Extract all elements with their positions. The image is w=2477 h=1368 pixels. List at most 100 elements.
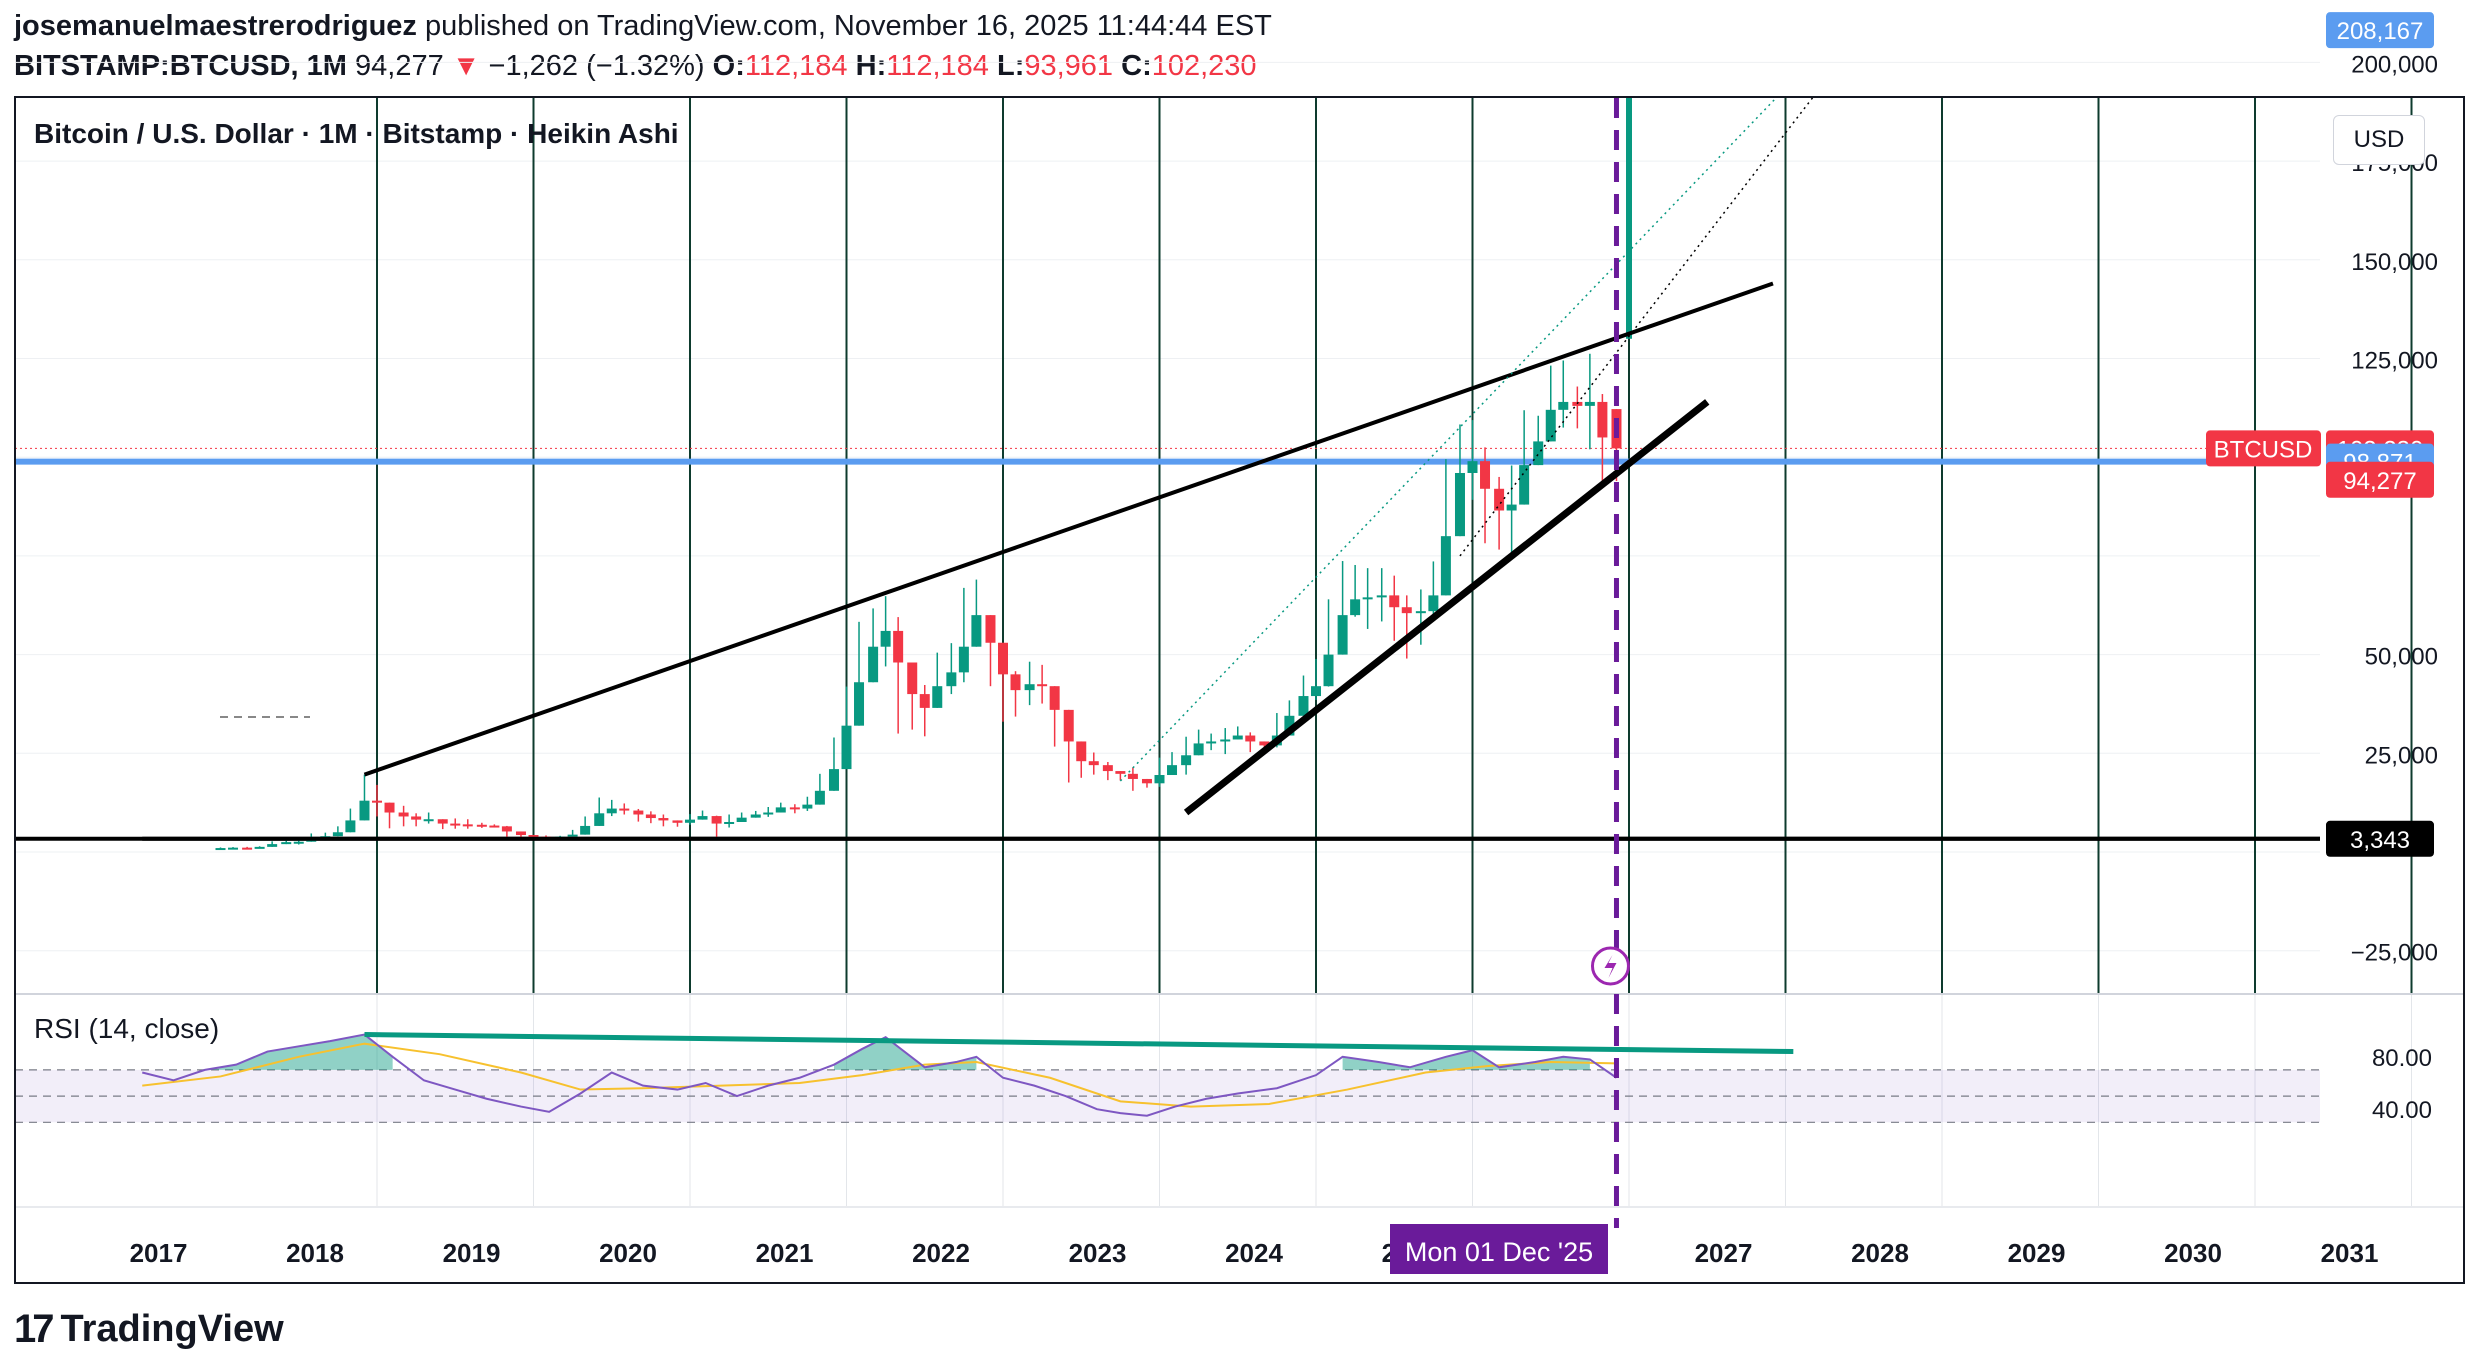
last-price: 94,277 (355, 50, 444, 82)
candle-body-50 (868, 646, 879, 683)
candle-body-61 (1010, 674, 1021, 691)
candle-body-30 (606, 808, 617, 814)
candle-body-70 (1127, 773, 1138, 779)
candle-body-35 (672, 820, 683, 823)
x-tick-label: 2030 (2164, 1238, 2222, 1268)
candle-body-62 (1024, 684, 1035, 691)
change-value: −1,262 (−1.32%) (488, 50, 705, 82)
candle-body-77 (1220, 739, 1231, 742)
candle-body-3 (254, 846, 265, 849)
candle-body-29 (594, 813, 605, 826)
candle-body-73 (1167, 765, 1178, 776)
candle-body-40 (736, 817, 747, 822)
candle-body-39 (724, 821, 735, 824)
candle-body-45 (802, 804, 813, 809)
rsi-overbought-fill (1342, 1050, 1590, 1070)
candle-body-14 (398, 812, 409, 817)
price-tag-black (2326, 820, 2434, 857)
published-text: published on TradingView.com, November 1… (424, 10, 1272, 42)
candle-body-99 (1506, 504, 1517, 511)
candle-body-55 (932, 686, 943, 708)
candle-body-68 (1102, 765, 1113, 772)
y-tick-label: 200,000 (2351, 51, 2438, 78)
candle-body-28 (580, 825, 591, 835)
candle-body-10 (345, 820, 356, 833)
candle-body-98 (1494, 488, 1505, 511)
down-arrow-icon: ▼ (451, 50, 481, 82)
rsi-tick-label: 80.00 (2372, 1045, 2432, 1072)
candle-body-47 (828, 769, 839, 791)
candle-body-49 (854, 682, 865, 726)
candle-body-105 (1584, 401, 1595, 406)
candle-body-80 (1259, 741, 1270, 746)
candle-body-4 (267, 844, 278, 847)
high-value: 112,184 (886, 50, 989, 82)
price-tag-label: 94,277 (2343, 468, 2416, 495)
low-value: 93,961 (1024, 50, 1114, 82)
rsi-overbought-fill (204, 1034, 393, 1070)
candle-body-69 (1115, 771, 1126, 774)
candle-body-59 (985, 615, 996, 643)
x-tick-label: 2022 (912, 1238, 970, 1268)
symbol: BITSTAMP:BTCUSD, 1M (14, 50, 347, 82)
candle-body-82 (1284, 715, 1295, 736)
y-tick-label: 150,000 (2351, 249, 2438, 276)
rsi-legend[interactable]: RSI (14, close) (34, 1013, 220, 1044)
candle-body-6 (293, 841, 304, 844)
projection-candle (1626, 98, 1632, 339)
x-tick-label: 2020 (599, 1238, 657, 1268)
chart-legend[interactable]: Bitcoin / U.S. Dollar · 1M · Bitstamp · … (34, 118, 679, 149)
price-tag-label: 3,343 (2350, 827, 2410, 854)
trendline-lower-wedge (1183, 399, 1710, 816)
candle-body-65 (1063, 709, 1074, 742)
candle-body-52 (893, 630, 904, 663)
candle-body-88 (1362, 597, 1373, 600)
x-tick-label: 2027 (1695, 1238, 1753, 1268)
tradingview-logo-icon: 17 (14, 1307, 54, 1351)
candle-body-20 (476, 824, 487, 827)
candle-body-101 (1533, 441, 1544, 466)
candle-body-41 (750, 814, 761, 818)
price-tag-hline (2326, 12, 2434, 49)
candle-body-13 (384, 802, 395, 813)
candle-body-37 (697, 816, 708, 820)
x-tick-label: 2018 (286, 1238, 344, 1268)
candle-body-94 (1440, 536, 1451, 596)
x-tick-label: 2019 (443, 1238, 501, 1268)
candle-body-38 (711, 816, 722, 824)
rsi-plot (15, 1032, 2320, 1123)
rsi-tick-label: 40.00 (2372, 1097, 2432, 1124)
candle-body-12 (372, 800, 382, 803)
tradingview-brand[interactable]: 17 TradingView (14, 1307, 284, 1352)
candle-body-93 (1428, 595, 1439, 612)
rsi-divergence-line (364, 1032, 1794, 1055)
x-tick-label: 2024 (1225, 1238, 1283, 1268)
candle-body-86 (1337, 615, 1348, 655)
trendline-dotted-lower (1459, 98, 1814, 557)
candle-body-96 (1467, 461, 1478, 473)
price-tag-label: 208,167 (2337, 18, 2424, 45)
candle-body-78 (1232, 735, 1243, 740)
candle-body-27 (567, 834, 578, 837)
x-tick-label: 2029 (2008, 1238, 2066, 1268)
candle-body-46 (814, 790, 825, 805)
candle-body-5 (281, 842, 292, 845)
candle-body-71 (1141, 778, 1152, 784)
candle-body-58 (971, 615, 982, 647)
candle-body-18 (450, 823, 461, 826)
close-label: C: (1121, 50, 1152, 82)
candle-body-66 (1076, 741, 1087, 762)
candle-body-9 (332, 832, 343, 837)
candle-body-34 (658, 818, 669, 821)
y-tick-label: 125,000 (2351, 348, 2438, 375)
candle-body-19 (462, 824, 473, 827)
candle-body-44 (789, 807, 800, 810)
author-name[interactable]: josemanuelmaestrerodriguez (14, 10, 417, 42)
candle-body-79 (1245, 735, 1256, 742)
currency-button[interactable]: USD (2333, 115, 2425, 165)
candle-body-100 (1519, 465, 1530, 505)
candle-body-36 (685, 819, 695, 823)
candle-body-63 (1037, 684, 1048, 687)
candle-body-17 (437, 819, 448, 824)
candle-body-42 (763, 812, 774, 815)
